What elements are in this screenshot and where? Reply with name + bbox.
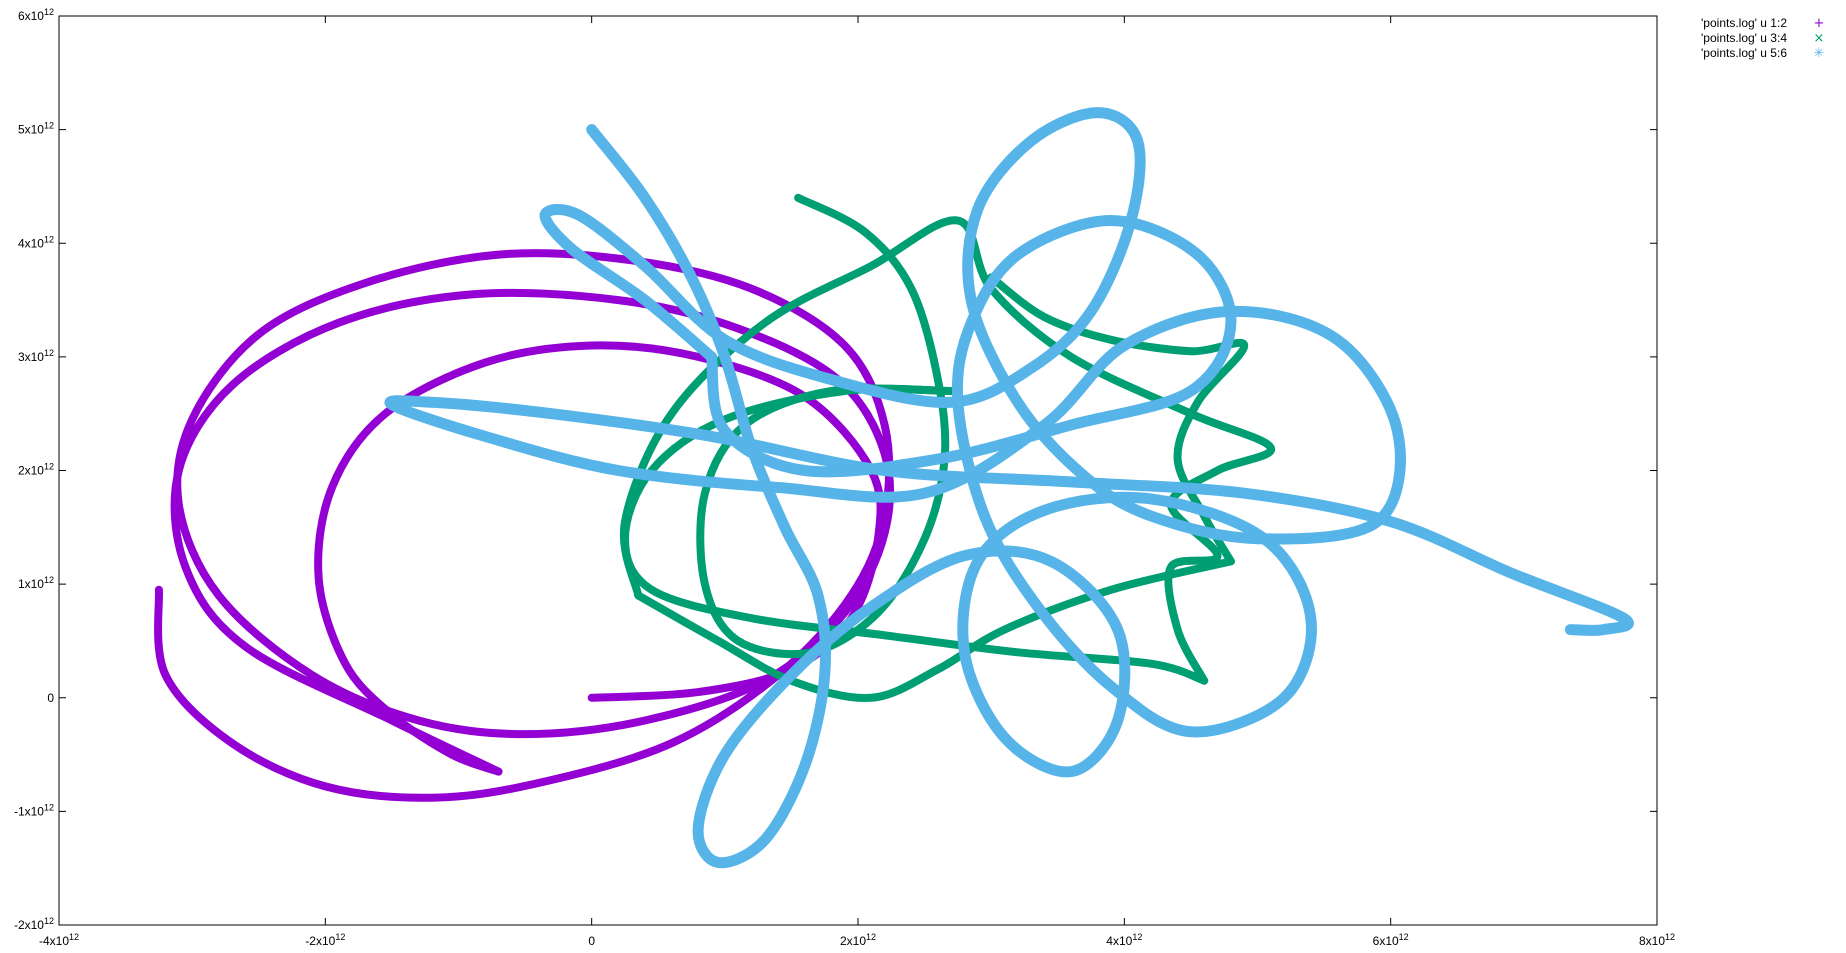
y-tick-label: 1x1012 xyxy=(18,575,54,591)
legend-label-2: 'points.log' u 3:4 xyxy=(1701,31,1787,45)
series-2-trajectory xyxy=(154,249,895,802)
y-tick-label: -1x1012 xyxy=(14,802,54,818)
series-7-trajectory xyxy=(987,273,1249,566)
y-tick-label: 6x1012 xyxy=(18,7,54,23)
x-tick-label: -4x1012 xyxy=(39,932,79,948)
legend: 'points.log' u 1:2 + 'points.log' u 3:4 × 'p… xyxy=(1701,16,1825,61)
series-9-trajectory xyxy=(384,107,1634,636)
y-tick-label: 0 xyxy=(47,691,54,705)
axis-layer: -4x1012 -2x1012 0 2x1012 4x1012 6x1012 8x1012-… xyxy=(14,7,1675,948)
legend-label-3: 'points.log' u 5:6 xyxy=(1701,46,1787,60)
series-8-trajectory xyxy=(586,124,1317,869)
x-tick-label: -2x1012 xyxy=(305,932,345,948)
legend-marker-2: × xyxy=(1814,31,1825,46)
series-6-trajectory xyxy=(634,557,1235,703)
y-tick-label: 3x1012 xyxy=(18,348,54,364)
legend-label-1: 'points.log' u 1:2 xyxy=(1701,16,1787,30)
x-tick-label: 6x1012 xyxy=(1373,932,1409,948)
y-tick-label: 5x1012 xyxy=(18,121,54,137)
x-tick-label: 8x1012 xyxy=(1639,932,1675,948)
series-3-trajectory xyxy=(696,193,956,659)
y-tick-label: -2x1012 xyxy=(14,916,54,932)
legend-marker-3: ✳ xyxy=(1814,46,1825,61)
x-tick-label: 0 xyxy=(588,934,595,948)
series-layer xyxy=(154,107,1634,869)
series-4-trajectory xyxy=(621,384,1209,685)
y-tick-label: 2x1012 xyxy=(18,462,54,478)
x-tick-label: 2x1012 xyxy=(840,932,876,948)
x-tick-label: 4x1012 xyxy=(1106,932,1142,948)
y-tick-label: 4x1012 xyxy=(18,234,54,250)
legend-marker-1: + xyxy=(1814,16,1825,31)
